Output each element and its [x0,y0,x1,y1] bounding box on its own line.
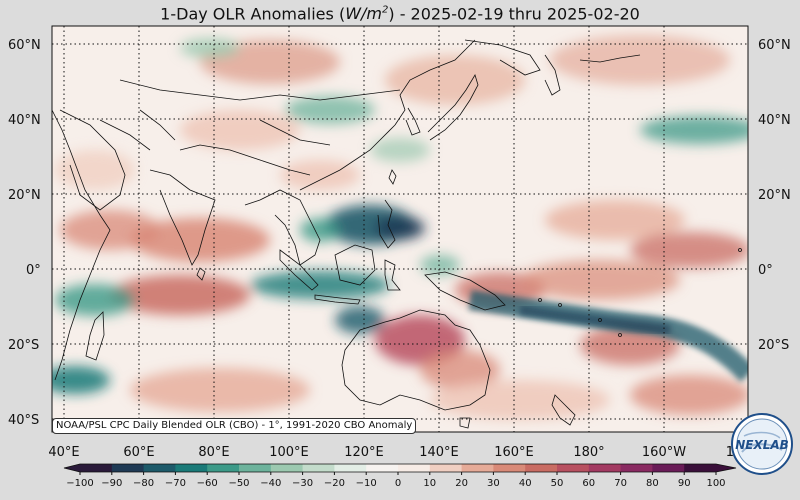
colorbar-min-arrow [64,464,80,472]
title-suffix: ) - 2025-02-19 thru 2025-02-20 [388,4,640,24]
colorbar-swatch [429,464,463,472]
lon-labels: 40°E 60°E 80°E 100°E 120°E 140°E 160°E 1… [48,445,742,460]
lat-label: 0° [758,263,773,278]
colorbar-tick-label: −80 [133,478,154,489]
lat-label: 20°N [8,188,41,203]
lat-label: 40°N [8,113,41,128]
colorbar-tick-label: −70 [165,478,186,489]
lat-label: 0° [26,263,41,278]
colorbar-swatch [525,464,558,472]
lon-label: 140°E [419,445,459,460]
colorbar-tick-label: 100 [706,478,725,489]
coastlines [52,39,742,429]
lat-labels-left: 60°N 40°N 20°N 0° 20°S 40°S [8,38,41,428]
colorbar-swatch [334,464,367,472]
lon-label: 60°E [123,445,154,460]
graticule [52,26,748,432]
lat-label: 20°S [8,338,39,353]
colorbar-swatch [398,464,431,472]
lat-label: 60°N [8,38,41,53]
colorbar-swatch [652,464,685,472]
lon-label: 80°E [198,445,229,460]
colorbar-swatch [111,464,145,472]
lat-label: 40°S [8,413,39,428]
colorbar-tick-label: 0 [395,478,401,489]
colorbar-tick-label: −30 [292,478,313,489]
colorbar-swatch [143,464,176,472]
colorbar-tick-label: 60 [582,478,595,489]
colorbar-swatch [239,464,272,472]
colorbar-tick-label: −100 [66,478,93,489]
colorbar-swatch [175,464,208,472]
map-title: 1-Day OLR Anomalies (W/m2) - 2025-02-19 … [0,0,800,24]
colorbar-tick-label: −50 [228,478,249,489]
colorbar: −100 −90 −80 −70 −60 −50 −40 −30 −20 −10 0 10 20 30 40… [63,463,737,489]
colorbar-tick-label: 40 [519,478,532,489]
colorbar-tick-label: −60 [197,478,218,489]
colorbar-tick-label: 30 [487,478,500,489]
colorbar-swatch [557,464,590,472]
lat-label: 20°S [758,338,789,353]
colorbar-swatch [80,464,113,472]
colorbar-tick-label: 70 [614,478,627,489]
colorbar-swatch [366,464,399,472]
lon-label: 120°E [344,445,384,460]
colorbar-tick-label: 90 [678,478,691,489]
title-prefix: 1-Day OLR Anomalies ( [160,4,346,24]
colorbar-tick-label: −10 [356,478,377,489]
lon-label: 160°W [642,445,686,460]
lat-label: 60°N [758,38,791,53]
lon-label: 180° [573,445,604,460]
colorbar-swatch [493,464,526,472]
data-source-note: NOAA/PSL CPC Daily Blended OLR (CBO) - 1… [52,418,417,434]
lat-label: 20°N [758,188,791,203]
colorbar-tick-label: −20 [324,478,345,489]
title-unit-exponent: 2 [381,5,389,16]
colorbar-tick-label: 20 [455,478,468,489]
colorbar-max-arrow [716,464,736,472]
colorbar-tick-label: 10 [423,478,436,489]
colorbar-swatch [302,464,335,472]
lon-label: 100°E [269,445,309,460]
colorbar-swatch [588,464,622,472]
colorbar-swatch [207,464,240,472]
anomaly-field [52,26,748,432]
lon-label: 160°E [494,445,534,460]
lat-labels-right: 60°N 40°N 20°N 0° 20°S [758,38,791,353]
colorbar-tick-label: −90 [101,478,122,489]
lat-label: 40°N [758,113,791,128]
colorbar-tick-label: −40 [260,478,281,489]
title-unit: W/m [345,4,382,24]
logo-text: NEXLAB [735,438,789,452]
colorbar-tick-label: 50 [551,478,564,489]
colorbar-swatch [620,464,653,472]
nexlab-logo-icon: NEXLAB [731,413,793,475]
colorbar-swatch [461,464,494,472]
colorbar-swatch [684,464,717,472]
lon-label: 40°E [48,445,79,460]
colorbar-tick-label: 80 [646,478,659,489]
colorbar-swatch [270,464,304,472]
